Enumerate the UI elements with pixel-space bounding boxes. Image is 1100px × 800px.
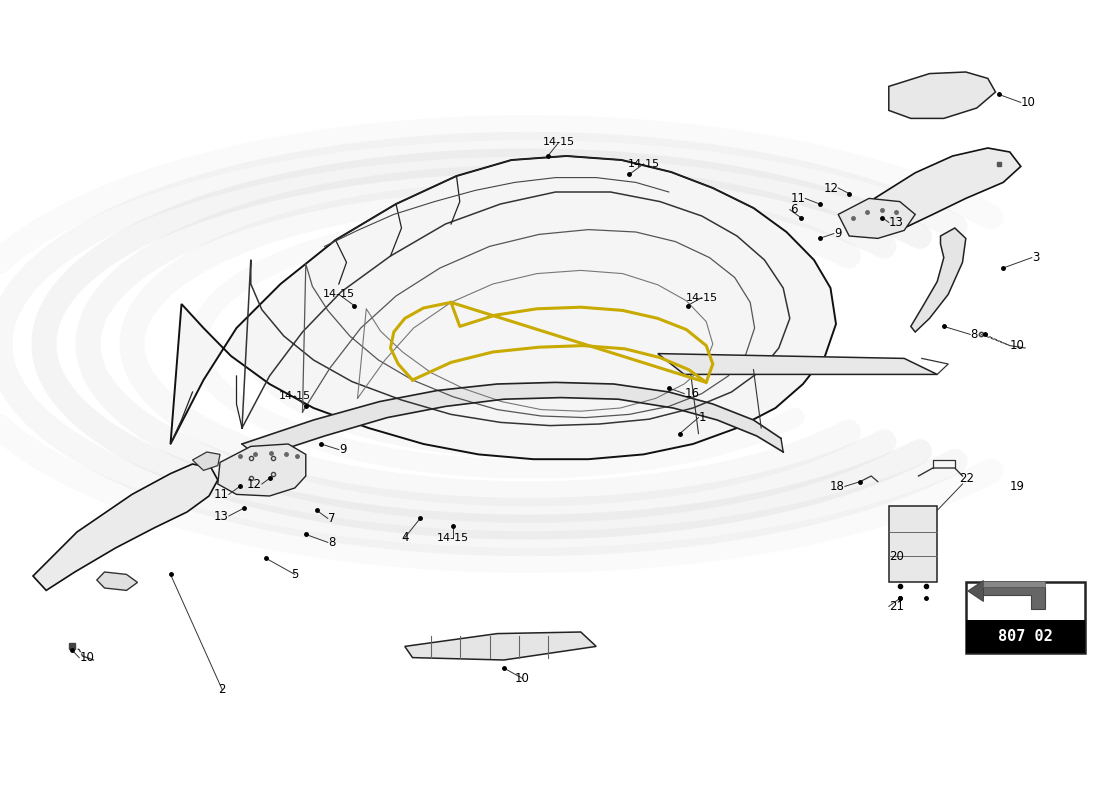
Text: 19: 19 bbox=[1010, 480, 1025, 493]
Text: 16: 16 bbox=[684, 387, 700, 400]
Text: 6: 6 bbox=[790, 203, 798, 216]
FancyBboxPatch shape bbox=[966, 582, 1085, 653]
Text: 5: 5 bbox=[292, 568, 298, 581]
Text: 12: 12 bbox=[823, 182, 838, 194]
Polygon shape bbox=[33, 464, 218, 590]
Text: 807 02: 807 02 bbox=[998, 629, 1053, 644]
Polygon shape bbox=[968, 581, 983, 602]
Text: 3: 3 bbox=[1032, 251, 1040, 264]
Text: 9: 9 bbox=[339, 443, 346, 456]
Polygon shape bbox=[170, 156, 836, 459]
Text: 14-15: 14-15 bbox=[437, 533, 470, 542]
Text: 7: 7 bbox=[328, 512, 336, 525]
Text: 14-15: 14-15 bbox=[542, 138, 575, 147]
Polygon shape bbox=[874, 148, 1021, 228]
Text: 1: 1 bbox=[698, 411, 706, 424]
Text: 14-15: 14-15 bbox=[627, 159, 660, 169]
Text: 22: 22 bbox=[959, 472, 975, 485]
Polygon shape bbox=[889, 72, 996, 118]
Text: 11: 11 bbox=[213, 488, 229, 501]
Text: 8: 8 bbox=[328, 536, 336, 549]
Text: 8: 8 bbox=[970, 328, 978, 341]
Text: 18: 18 bbox=[829, 480, 845, 493]
Text: 12: 12 bbox=[246, 478, 262, 490]
Polygon shape bbox=[983, 582, 1045, 587]
Text: 10: 10 bbox=[515, 672, 530, 685]
Text: 14-15: 14-15 bbox=[685, 293, 718, 302]
Text: 13: 13 bbox=[213, 510, 229, 522]
Polygon shape bbox=[97, 572, 138, 590]
Text: 11: 11 bbox=[790, 192, 805, 205]
Text: 14-15: 14-15 bbox=[322, 290, 355, 299]
Text: 10: 10 bbox=[79, 651, 95, 664]
Polygon shape bbox=[983, 587, 1045, 610]
Polygon shape bbox=[405, 632, 596, 660]
Text: 4: 4 bbox=[402, 531, 408, 544]
Text: 21: 21 bbox=[889, 600, 904, 613]
Text: 14-15: 14-15 bbox=[278, 391, 311, 401]
Polygon shape bbox=[838, 198, 915, 238]
Text: 10: 10 bbox=[1010, 339, 1025, 352]
Polygon shape bbox=[889, 506, 937, 582]
Polygon shape bbox=[218, 444, 306, 496]
Text: a passion for performance: a passion for performance bbox=[363, 267, 724, 405]
Text: 10: 10 bbox=[1021, 96, 1036, 109]
Polygon shape bbox=[658, 354, 937, 374]
Text: 13: 13 bbox=[889, 216, 904, 229]
FancyBboxPatch shape bbox=[966, 621, 1085, 653]
Polygon shape bbox=[192, 452, 220, 470]
Text: 20: 20 bbox=[889, 550, 904, 562]
Polygon shape bbox=[911, 228, 966, 332]
Text: 9: 9 bbox=[834, 227, 842, 240]
Polygon shape bbox=[242, 382, 783, 458]
Text: 2: 2 bbox=[219, 683, 225, 696]
